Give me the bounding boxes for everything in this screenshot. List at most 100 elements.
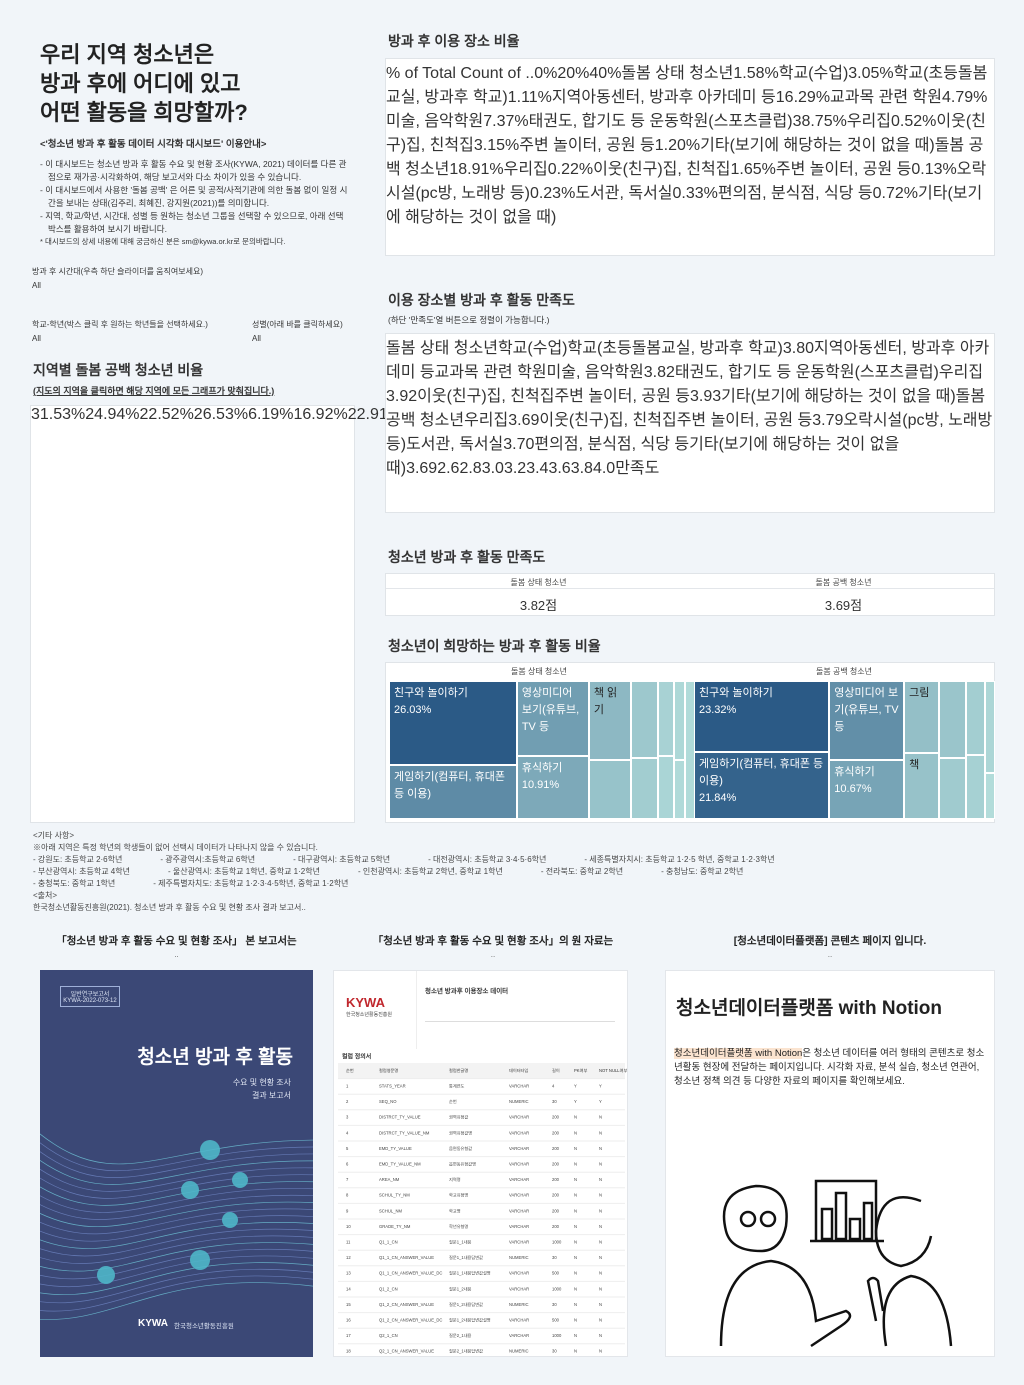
x-tick-label: 기타(보기에 해당하는 것이 없을 때) bbox=[386, 185, 982, 226]
source-title: <출처> bbox=[33, 891, 58, 900]
tile-value: 23.32% bbox=[699, 704, 737, 716]
x-tick-label-line: 친척집 bbox=[686, 161, 731, 178]
tile[interactable] bbox=[985, 773, 995, 819]
cover-line bbox=[40, 1262, 313, 1296]
map-label: 31.53% bbox=[31, 406, 86, 423]
tile-label: 책 bbox=[909, 759, 920, 771]
table-cell: N bbox=[574, 1286, 577, 1291]
guide-list: - 이 대시보드는 청소년 방과 후 활동 수요 및 현황 조사(KYWA, 2… bbox=[40, 158, 350, 236]
cover-line bbox=[40, 1174, 313, 1199]
x-tick-label: 학교(초등돌봄교실, 방과후 학교) bbox=[386, 65, 987, 106]
map-label: 16.92% bbox=[293, 406, 348, 423]
table-cell: 순번 bbox=[449, 1098, 457, 1104]
report-cover[interactable]: 일반연구보고서 KYWA-2022-073-12 청소년 방과 후 활동 수요 … bbox=[40, 970, 313, 1357]
tile[interactable] bbox=[657, 681, 675, 757]
table-cell: N bbox=[574, 1177, 577, 1182]
cover-line bbox=[40, 1201, 313, 1228]
table-cell: N bbox=[599, 1130, 602, 1135]
data-sheet[interactable]: KYWA 한국청소년활동진흥원 청소년 방과후 이용장소 데이터 컬럼 정의서 순… bbox=[333, 970, 628, 1357]
x-tick-label: 우리집 bbox=[504, 161, 548, 178]
tile-label: 휴식하기 bbox=[834, 766, 875, 779]
table-cell: 500 bbox=[552, 1318, 560, 1323]
hbar-svg: 돌봄 상태 청소년학교(수업)학교(초등돌봄교실, 방과후 학교)3.80지역아… bbox=[386, 340, 992, 477]
table-cell: 1000 bbox=[552, 1333, 562, 1338]
contact: * 대시보드의 상세 내용에 대해 궁금하신 분은 sm@kywa.or.kr로… bbox=[40, 237, 286, 246]
tile[interactable] bbox=[588, 759, 631, 819]
tile[interactable]: 책 읽기 bbox=[588, 681, 631, 760]
table-cell: 16 bbox=[346, 1318, 351, 1323]
tile[interactable]: 휴식하기 10.67% bbox=[829, 760, 905, 819]
table-header: 순번 bbox=[346, 1067, 354, 1073]
table-cell: 200 bbox=[552, 1115, 560, 1120]
cover-line bbox=[40, 1282, 313, 1320]
tile[interactable] bbox=[938, 757, 966, 819]
table-cell: VARCHAR bbox=[509, 1162, 529, 1167]
filter-value[interactable]: All bbox=[32, 334, 41, 343]
table-cell: SCHUL_NM bbox=[379, 1208, 403, 1213]
tile[interactable] bbox=[965, 681, 985, 756]
table-cell: N bbox=[599, 1224, 602, 1229]
x-tick-label-line: 이웃(친구)집, bbox=[593, 161, 687, 178]
table-cell: Q1_2_CN_ANSWER_VALUE bbox=[379, 1302, 434, 1307]
table-cell: DISTRCT_TY_VALUE_NM bbox=[379, 1130, 430, 1135]
filter-value[interactable]: All bbox=[252, 334, 261, 343]
cover-art bbox=[40, 1133, 313, 1320]
x-tick-label-line: 등 bbox=[640, 137, 655, 154]
cover-line bbox=[40, 1242, 313, 1272]
tile[interactable] bbox=[657, 756, 675, 819]
tile[interactable]: 게임하기(컴퓨터, 휴대폰 등 이용) bbox=[389, 765, 517, 819]
filter-value[interactable]: All bbox=[32, 281, 41, 290]
filter[interactable]: 학교-학년(박스 클릭 후 원하는 학년들을 선택하세요.) All bbox=[32, 318, 208, 346]
chart-icon-bar bbox=[834, 1191, 848, 1241]
table-cell: N bbox=[574, 1224, 577, 1229]
panel-title: 돌봄 상태 청소년 bbox=[511, 667, 567, 676]
tile[interactable]: 그림 bbox=[904, 681, 939, 753]
table-cell: 학교명 bbox=[449, 1207, 461, 1214]
tile-label: 게임하기(컴퓨터, 휴대폰 등 이용) bbox=[394, 771, 505, 801]
tile[interactable] bbox=[938, 681, 966, 758]
table-cell: N bbox=[599, 1349, 602, 1354]
tile[interactable] bbox=[674, 681, 685, 760]
tile[interactable]: 게임하기(컴퓨터, 휴대폰 등 이용) 21.84% bbox=[694, 752, 830, 819]
x-tick-label-line: 방과후 학교) bbox=[424, 89, 508, 106]
x-tick-label-line: 때) bbox=[536, 209, 557, 226]
tile[interactable]: 책 bbox=[904, 753, 939, 819]
category-label: 주변 놀이터, 공원 등 bbox=[676, 412, 813, 429]
x-tick-label: 편의점, 분식점, 식당 등 bbox=[718, 185, 873, 202]
tile[interactable] bbox=[674, 759, 685, 819]
x-tick-label: 학교(수업) bbox=[779, 65, 849, 82]
x-tick-label-line: 해당하는 것이 없을 bbox=[405, 209, 537, 226]
tile[interactable]: 친구와 놀이하기 23.32% bbox=[694, 681, 830, 753]
data-label: 38.75% bbox=[792, 113, 847, 130]
tile[interactable]: 영상미디어 보기(유튜브, TV 등 bbox=[516, 681, 589, 757]
tile[interactable]: 영상미디어 보기(유튜브, TV 등 bbox=[829, 681, 905, 761]
tile[interactable] bbox=[985, 681, 995, 773]
table-cell: Q1_2_CN bbox=[379, 1286, 398, 1291]
kpi-panel: 돌봄 상태 청소년 3.82점 돌봄 공백 청소년 3.69점 bbox=[385, 573, 995, 616]
person-head bbox=[722, 1184, 788, 1253]
filter[interactable]: 성별(아래 바를 클릭하세요) All bbox=[252, 318, 343, 346]
y-tick-label: 40% bbox=[589, 65, 622, 82]
x-tick-label: 도서관, 독서실 bbox=[575, 185, 672, 202]
tile[interactable] bbox=[630, 757, 658, 819]
tile[interactable] bbox=[630, 681, 658, 758]
category-label: 이웃(친구)집, 친척집 bbox=[539, 412, 677, 429]
data-label: 3.69 bbox=[508, 412, 540, 429]
x-tick-label-line: 지역아동센터, bbox=[551, 89, 650, 106]
title-line: 어떤 활동을 희망할까? bbox=[40, 100, 248, 125]
category-label: 주변 놀이터, 공원 등 bbox=[554, 388, 690, 405]
tile[interactable]: 휴식하기 10.91% bbox=[516, 756, 589, 819]
table-cell: 13 bbox=[346, 1271, 351, 1276]
map-label: 6.19% bbox=[248, 406, 294, 423]
x-tick-label-line: 등 bbox=[896, 161, 912, 178]
guide-item: - 지역, 학교/학년, 시간대, 성별 등 원하는 청소년 그룹을 선택할 수… bbox=[40, 211, 344, 234]
tile[interactable]: 친구와 놀이하기 26.03% bbox=[389, 681, 517, 766]
table-cell: 권역유형값명 bbox=[449, 1129, 472, 1136]
table-cell: N bbox=[599, 1162, 602, 1167]
tile[interactable] bbox=[965, 755, 985, 819]
data-label: 3.93 bbox=[690, 388, 722, 405]
data-label: 0.22% bbox=[547, 161, 594, 178]
notion-card[interactable]: 청소년데이터플랫폼 with Notion 청소년데이터플랫폼 with Not… bbox=[665, 970, 995, 1357]
filter[interactable]: 방과 후 시간대(우측 하단 슬라이더를 움직여보세요) All bbox=[32, 265, 203, 293]
x-tick-label-line: 우리집 bbox=[503, 161, 548, 178]
